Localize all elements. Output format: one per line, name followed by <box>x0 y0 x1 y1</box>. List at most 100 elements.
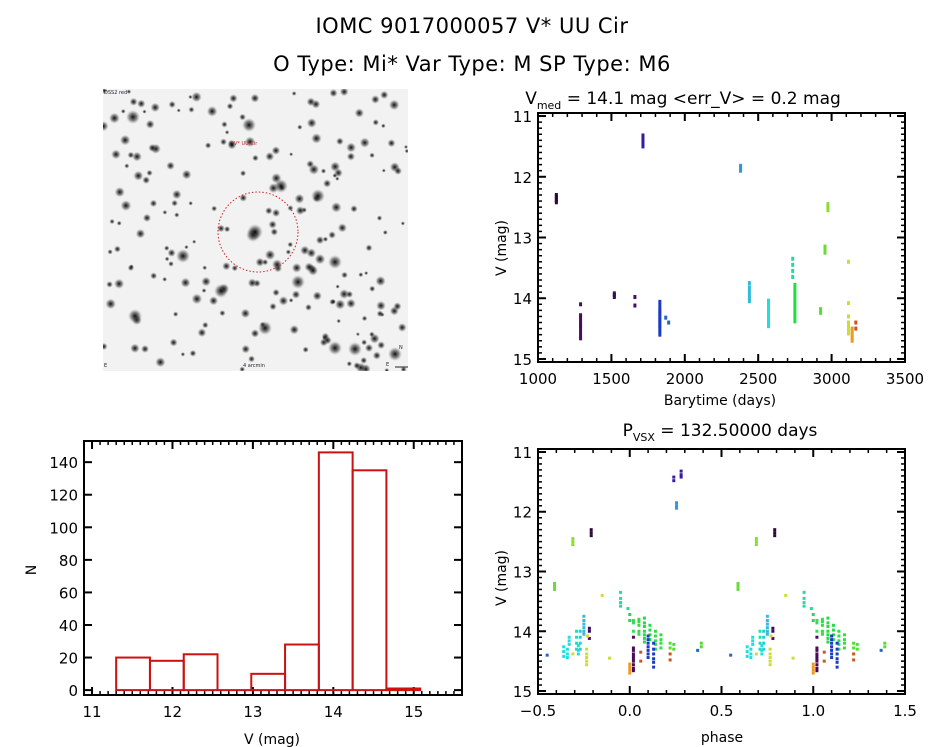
phase-point <box>815 646 819 650</box>
star <box>155 357 166 368</box>
phase-point <box>600 593 604 597</box>
histogram-bar <box>250 672 287 692</box>
phase-title-rest: = 132.50000 days <box>655 421 818 441</box>
star <box>384 367 390 371</box>
phase-point <box>745 645 749 649</box>
phase-point <box>652 660 656 664</box>
star <box>305 303 312 311</box>
phase-point <box>765 622 769 626</box>
star <box>132 151 142 162</box>
lightcurve-xtick-label: 2500 <box>739 370 777 388</box>
target-label: V* UU Cir <box>234 141 258 147</box>
lightcurve-point <box>766 305 770 310</box>
lightcurve-point <box>658 312 662 317</box>
lightcurve-point <box>658 314 662 319</box>
phase-point <box>628 671 632 675</box>
star <box>380 123 386 129</box>
histogram-bar <box>115 656 151 692</box>
lightcurve-ytick-label: 14 <box>513 290 532 308</box>
phase-point <box>830 648 834 652</box>
phase-point <box>672 647 676 651</box>
histogram-ytick-label: 120 <box>49 487 78 505</box>
histogram-ylabel: N <box>24 565 40 575</box>
phase-point <box>587 629 591 633</box>
lightcurve-point <box>793 286 797 291</box>
phase-point <box>815 635 819 639</box>
lightcurve-point <box>850 326 854 331</box>
phase-point <box>619 601 623 605</box>
star <box>201 288 207 294</box>
star <box>142 109 147 114</box>
phase-point <box>762 641 766 645</box>
bright-star <box>128 309 142 323</box>
phase-point <box>754 543 758 547</box>
star <box>306 117 317 129</box>
phase-point <box>826 640 830 644</box>
star <box>108 112 120 124</box>
star <box>145 119 155 129</box>
star <box>323 336 332 345</box>
phase-point <box>822 650 826 654</box>
phase-point <box>565 656 569 660</box>
lightcurve-point <box>658 309 662 314</box>
phase-point <box>745 650 749 654</box>
phase-point <box>830 641 834 645</box>
phase-point <box>631 654 635 658</box>
star <box>116 220 122 226</box>
lightcurve-point <box>641 137 645 142</box>
lightcurve-point <box>819 307 823 312</box>
lightcurve-point <box>791 268 795 273</box>
phase-point <box>637 632 641 636</box>
star <box>168 260 174 267</box>
lightcurve-point <box>612 295 616 300</box>
phase-point <box>831 633 835 637</box>
lightcurve-point <box>791 256 795 261</box>
phase-point <box>642 640 646 644</box>
star <box>188 94 193 100</box>
star <box>315 235 325 245</box>
star <box>149 199 158 208</box>
star <box>312 291 322 301</box>
star <box>270 228 279 236</box>
phase-point <box>578 629 582 633</box>
star <box>375 275 386 287</box>
phase-point <box>589 534 593 538</box>
phase-point <box>653 639 657 643</box>
lightcurve-point <box>641 141 645 146</box>
lightcurve-point <box>579 315 583 320</box>
phase-point <box>646 648 650 652</box>
star <box>180 277 191 288</box>
lightcurve-title-rest: = 14.1 mag <err_V> = 0.2 mag <box>561 89 841 109</box>
phase-point <box>831 628 835 632</box>
phase-point <box>648 628 652 632</box>
phase-point <box>835 665 839 669</box>
phase-point <box>648 633 652 637</box>
star <box>208 296 219 306</box>
phase-point <box>826 624 830 628</box>
star <box>353 362 361 370</box>
star <box>219 309 226 317</box>
lightcurve-point <box>819 310 823 315</box>
star <box>129 97 138 106</box>
star <box>377 341 386 350</box>
star <box>192 239 197 244</box>
bright-star <box>258 321 272 335</box>
phase-point <box>637 617 641 621</box>
lightcurve-point <box>747 299 751 304</box>
lightcurve-point <box>579 333 583 338</box>
phase-point <box>562 654 566 658</box>
star <box>358 272 364 278</box>
phase-ytick-label: 13 <box>513 564 532 582</box>
phase-point <box>585 656 589 660</box>
phase-point <box>762 635 766 639</box>
phase-point <box>553 587 557 591</box>
phase-point <box>631 646 635 650</box>
lightcurve-point <box>823 247 827 252</box>
phase-point <box>837 629 841 633</box>
phase-point <box>842 638 846 642</box>
star <box>361 315 368 322</box>
star <box>248 355 256 363</box>
star <box>264 249 276 261</box>
phase-point <box>815 619 819 622</box>
phase-point <box>852 641 856 645</box>
